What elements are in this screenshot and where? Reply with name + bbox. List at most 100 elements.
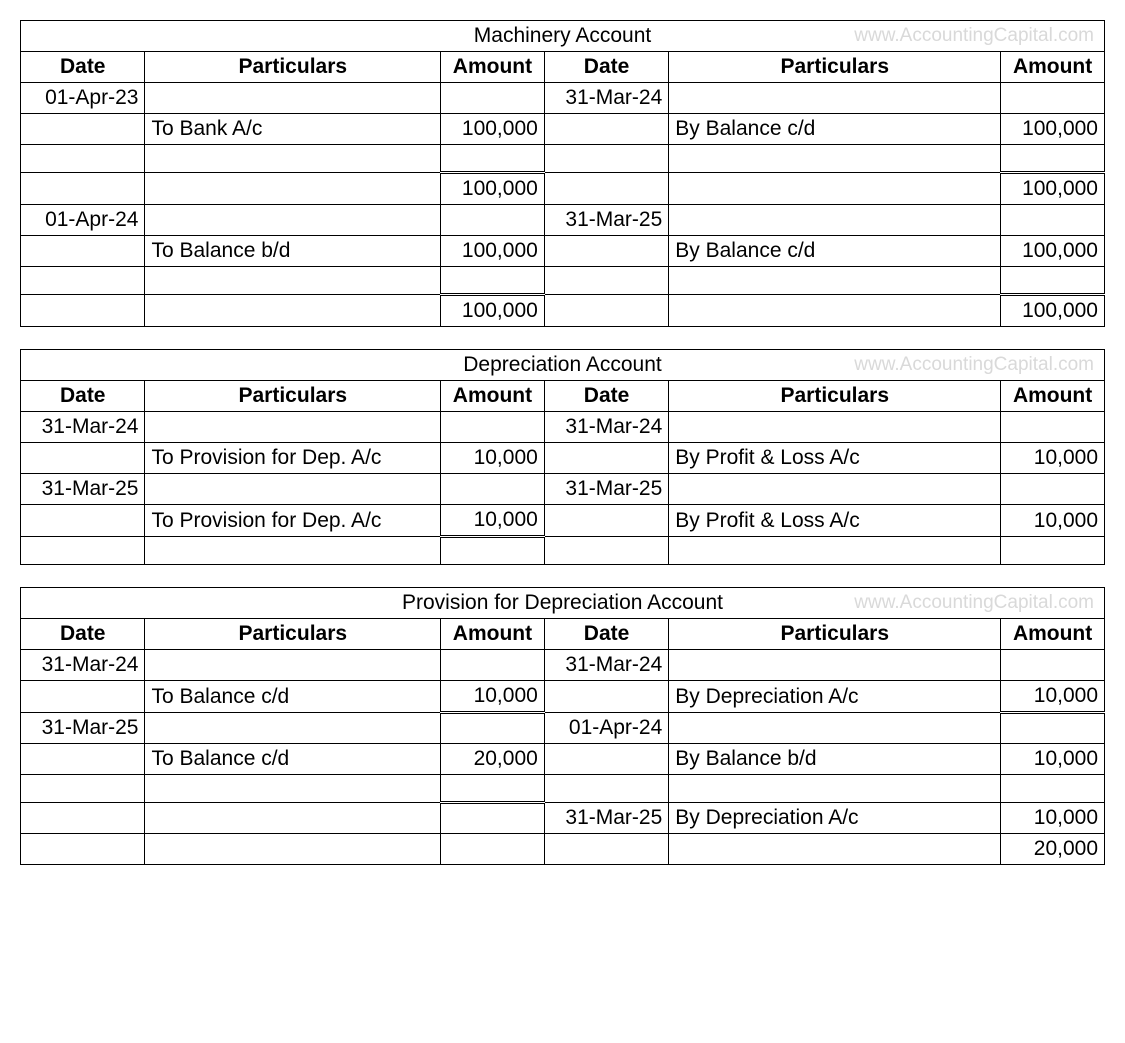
cell: 100,000 — [1001, 236, 1105, 267]
cell: To Balance c/d — [145, 681, 441, 713]
cell — [21, 834, 145, 865]
cell: 01-Apr-24 — [21, 205, 145, 236]
table-row: To Balance c/d10,000By Depreciation A/c1… — [21, 681, 1105, 713]
table-row: To Provision for Dep. A/c10,000By Profit… — [21, 505, 1105, 537]
table-row — [21, 145, 1105, 173]
column-header: Date — [544, 381, 668, 412]
cell: 31-Mar-25 — [544, 803, 668, 834]
cell — [441, 803, 545, 834]
table-row: 31-Mar-25 01-Apr-24 — [21, 713, 1105, 744]
cell — [1001, 145, 1105, 173]
cell — [669, 267, 1001, 295]
cell — [441, 474, 545, 505]
cell: 100,000 — [1001, 295, 1105, 327]
column-header: Amount — [441, 619, 545, 650]
cell: 100,000 — [441, 173, 545, 205]
cell — [669, 834, 1001, 865]
cell: 31-Mar-25 — [544, 474, 668, 505]
cell — [145, 474, 441, 505]
cell — [21, 236, 145, 267]
cell — [1001, 537, 1105, 565]
cell — [1001, 83, 1105, 114]
table-row — [21, 537, 1105, 565]
cell — [669, 205, 1001, 236]
cell: To Balance b/d — [145, 236, 441, 267]
column-header: Particulars — [669, 381, 1001, 412]
cell — [145, 173, 441, 205]
cell — [544, 505, 668, 537]
table-title-text: Depreciation Account — [463, 353, 661, 376]
column-header: Date — [21, 52, 145, 83]
cell — [145, 775, 441, 803]
cell: To Provision for Dep. A/c — [145, 505, 441, 537]
cell — [145, 267, 441, 295]
column-header: Particulars — [145, 381, 441, 412]
cell: 31-Mar-25 — [544, 205, 668, 236]
cell: To Bank A/c — [145, 114, 441, 145]
cell: 31-Mar-24 — [21, 650, 145, 681]
cell: 31-Mar-25 — [21, 474, 145, 505]
cell — [1001, 713, 1105, 744]
cell: 31-Mar-24 — [544, 650, 668, 681]
cell: 20,000 — [441, 744, 545, 775]
cell — [1001, 205, 1105, 236]
cell: 31-Mar-24 — [544, 83, 668, 114]
ledger-container: Machinery Accountwww.AccountingCapital.c… — [20, 20, 1105, 865]
cell — [145, 83, 441, 114]
cell — [669, 145, 1001, 173]
cell: 31-Mar-25 — [21, 713, 145, 744]
cell — [145, 650, 441, 681]
cell — [21, 443, 145, 474]
cell — [21, 775, 145, 803]
cell — [441, 650, 545, 681]
cell — [544, 681, 668, 713]
watermark-text: www.AccountingCapital.com — [854, 354, 1094, 376]
cell — [669, 537, 1001, 565]
cell — [544, 236, 668, 267]
column-header: Particulars — [669, 619, 1001, 650]
table-title: Machinery Accountwww.AccountingCapital.c… — [21, 21, 1105, 52]
table-row: 31-Mar-24 31-Mar-24 — [21, 650, 1105, 681]
cell: 10,000 — [1001, 505, 1105, 537]
cell: By Depreciation A/c — [669, 803, 1001, 834]
cell — [544, 537, 668, 565]
cell: 100,000 — [441, 236, 545, 267]
watermark-text: www.AccountingCapital.com — [854, 25, 1094, 47]
cell: 01-Apr-23 — [21, 83, 145, 114]
cell — [544, 295, 668, 327]
cell — [145, 412, 441, 443]
watermark-text: www.AccountingCapital.com — [854, 592, 1094, 614]
cell — [145, 205, 441, 236]
cell — [544, 443, 668, 474]
table-row: 31-Mar-2431-Mar-24 — [21, 412, 1105, 443]
column-header: Amount — [1001, 381, 1105, 412]
cell — [441, 537, 545, 565]
cell — [441, 775, 545, 803]
table-row: 31-Mar-25 31-Mar-25 — [21, 474, 1105, 505]
cell — [145, 834, 441, 865]
cell: 20,000 — [1001, 834, 1105, 865]
cell — [441, 412, 545, 443]
cell — [21, 537, 145, 565]
table-row: 31-Mar-25By Depreciation A/c10,000 — [21, 803, 1105, 834]
cell: 31-Mar-24 — [21, 412, 145, 443]
cell — [441, 83, 545, 114]
cell — [544, 834, 668, 865]
column-header: Amount — [1001, 52, 1105, 83]
cell — [1001, 775, 1105, 803]
cell: 10,000 — [1001, 744, 1105, 775]
cell: 10,000 — [441, 443, 545, 474]
cell: 100,000 — [441, 295, 545, 327]
table-title: Provision for Depreciation Accountwww.Ac… — [21, 588, 1105, 619]
table-row: To Provision for Dep. A/c10,000By Profit… — [21, 443, 1105, 474]
cell: 10,000 — [1001, 681, 1105, 713]
cell: By Balance b/d — [669, 744, 1001, 775]
cell — [21, 173, 145, 205]
cell: By Balance c/d — [669, 114, 1001, 145]
cell: 10,000 — [1001, 803, 1105, 834]
cell: 01-Apr-24 — [544, 713, 668, 744]
cell — [1001, 650, 1105, 681]
table-row: 01-Apr-23 31-Mar-24 — [21, 83, 1105, 114]
ledger-table: Machinery Accountwww.AccountingCapital.c… — [20, 20, 1105, 327]
column-header: Amount — [441, 52, 545, 83]
